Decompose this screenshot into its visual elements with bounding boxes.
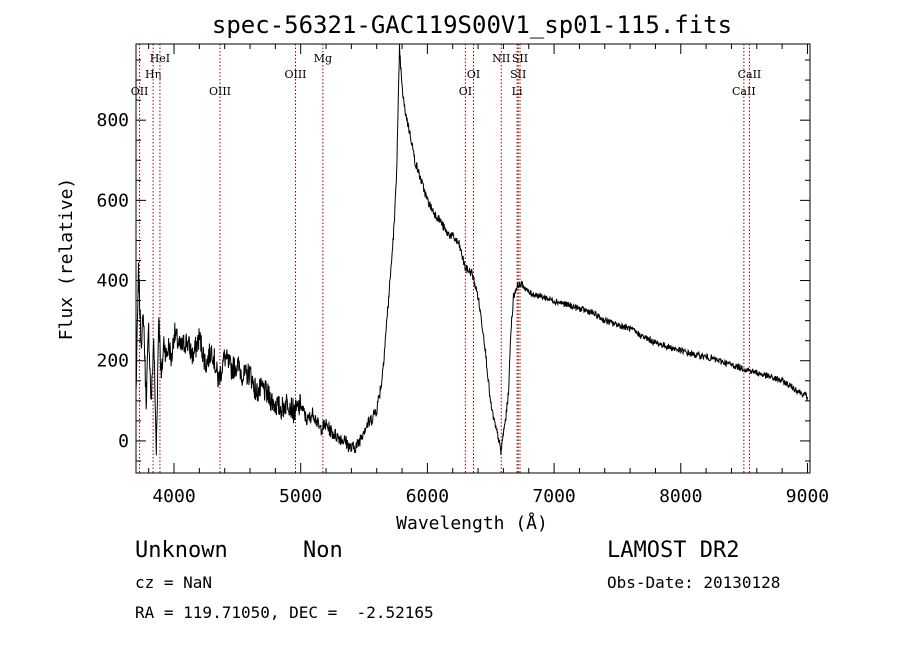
chart-title: spec-56321-GAC119S00V1_sp01-115.fits bbox=[212, 11, 732, 39]
obs-date-label: Obs-Date: 20130128 bbox=[607, 573, 781, 592]
marker-label: Mg bbox=[314, 52, 332, 65]
spectral-line-markers: OII Hη HeI OIII OIII Mg OI OI NII Li SII SII CaII CaI… bbox=[131, 44, 762, 473]
marker-label: OII bbox=[131, 85, 149, 98]
y-axis: 0 200 400 600 800 bbox=[96, 59, 810, 462]
y-axis-label: Flux (relative) bbox=[56, 178, 77, 341]
spectrum-line-0 bbox=[135, 43, 808, 456]
marker-label: SII bbox=[510, 68, 526, 81]
survey-label: LAMOST DR2 bbox=[607, 538, 740, 563]
marker-label: CaII bbox=[732, 85, 756, 98]
subclass-label: Non bbox=[303, 538, 343, 563]
y-tick-label: 600 bbox=[96, 190, 129, 211]
spectrum-series bbox=[135, 43, 808, 456]
x-tick-label: 9000 bbox=[786, 486, 829, 507]
radec-label: RA = 119.71050, DEC = -2.52165 bbox=[135, 603, 434, 622]
class-label: Unknown bbox=[135, 538, 228, 563]
x-tick-label: 4000 bbox=[152, 486, 195, 507]
marker-label: NII bbox=[492, 52, 510, 65]
cz-label: cz = NaN bbox=[135, 573, 213, 592]
x-axis-label: Wavelength (Å) bbox=[396, 512, 548, 534]
marker-label: CaII bbox=[738, 68, 762, 81]
marker-label: HeI bbox=[150, 52, 170, 65]
x-tick-label: 6000 bbox=[406, 486, 449, 507]
y-tick-label: 400 bbox=[96, 271, 129, 292]
marker-label: Hη bbox=[145, 68, 161, 81]
y-tick-label: 0 bbox=[118, 431, 129, 452]
marker-label: OI bbox=[459, 85, 472, 98]
plot-frame bbox=[135, 43, 811, 474]
marker-label: OIII bbox=[284, 68, 306, 81]
marker-label: OIII bbox=[209, 85, 231, 98]
marker-label: OI bbox=[467, 68, 480, 81]
marker-label: Li bbox=[512, 85, 523, 98]
y-tick-label: 800 bbox=[96, 110, 129, 131]
y-tick-label: 200 bbox=[96, 351, 129, 372]
marker-label: SII bbox=[512, 52, 528, 65]
x-tick-label: 5000 bbox=[279, 486, 322, 507]
x-tick-label: 8000 bbox=[659, 486, 702, 507]
x-tick-label: 7000 bbox=[532, 486, 575, 507]
x-axis: 4000 5000 6000 7000 8000 9000 bbox=[148, 44, 829, 507]
